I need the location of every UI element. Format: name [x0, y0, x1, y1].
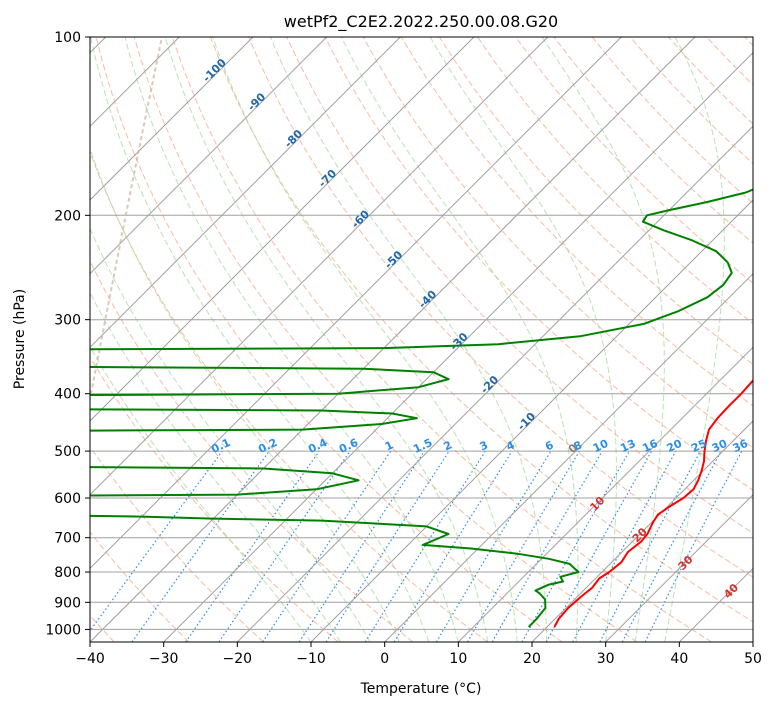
mixing-ratio-line — [185, 450, 320, 642]
dewpoint-profile — [90, 408, 418, 432]
x-tick-label: 30 — [597, 651, 615, 667]
isotherm-line — [90, 37, 549, 496]
mixing-ratio-line — [325, 450, 450, 642]
dewpoint-profile — [90, 366, 450, 397]
plot-background — [90, 37, 753, 642]
moist-adiabat — [164, 37, 489, 642]
moist-adiabat — [90, 227, 371, 642]
x-tick-label: 40 — [670, 651, 688, 667]
dry-adiabat — [400, 37, 753, 407]
dry-adiabat — [515, 37, 753, 284]
isotherm-line — [90, 37, 696, 642]
x-tick-label: 50 — [744, 651, 762, 667]
mixing-ratio-line — [393, 450, 513, 642]
moist-adiabat — [90, 147, 400, 642]
dry-adiabat — [95, 37, 563, 642]
y-tick-label: 900 — [54, 595, 81, 611]
mixing-ratio-label: 36 — [731, 437, 751, 455]
y-axis-title: Pressure (hPa) — [12, 289, 28, 389]
profile-lines — [90, 188, 753, 628]
mixing-ratio-label: 25 — [689, 437, 708, 455]
dry-adiabat — [90, 445, 264, 642]
mixing-ratio-line — [644, 450, 743, 642]
mixing-ratio-line — [298, 450, 425, 642]
moist-adiabat — [429, 37, 617, 642]
y-tick-label: 600 — [54, 491, 81, 507]
y-tick-label: 100 — [54, 30, 81, 46]
isotherm-line — [605, 493, 753, 642]
y-tick-label: 500 — [54, 444, 81, 460]
mixing-ratio-line — [521, 450, 631, 642]
dry-adiabat — [90, 356, 339, 642]
moist-adiabat — [124, 37, 459, 642]
isotherm-line — [752, 641, 753, 642]
dewpoint-profile — [90, 466, 360, 497]
dry-adiabat — [438, 37, 753, 366]
dewpoint-profile — [90, 514, 580, 628]
moist-adiabat — [212, 37, 518, 642]
temperature-profile — [553, 378, 753, 628]
y-tick-label: 1000 — [45, 622, 81, 638]
mixing-ratio-label: 20 — [665, 437, 685, 455]
x-tick-label: −40 — [75, 651, 105, 667]
y-tick-label: 800 — [54, 565, 81, 581]
mixing-ratio-label: 10 — [591, 437, 611, 455]
mixing-ratio-label: 30 — [710, 437, 730, 455]
dry-adiabat — [248, 37, 753, 578]
mixing-ratio-line — [131, 450, 270, 642]
plot-frame — [89, 36, 754, 643]
background-lines — [90, 37, 753, 642]
mixing-ratio-line — [572, 450, 677, 642]
dry-adiabat — [171, 37, 712, 642]
x-tick-label: 0 — [380, 651, 389, 667]
isotherm-line — [384, 272, 753, 642]
moist-adiabat — [90, 346, 312, 642]
axis-ticks: −40 −30 −20 −10 0 10 20 30 40 50 100 200 300 400 500 60… — [45, 30, 762, 667]
x-tick-label: −30 — [149, 651, 179, 667]
x-axis-title: Temperature (°C) — [360, 681, 482, 697]
mixing-ratio-label: 13 — [618, 437, 637, 455]
dewpoint-profile — [90, 188, 753, 351]
x-tick-label: −10 — [296, 651, 326, 667]
y-tick-label: 700 — [54, 531, 81, 547]
isotherm-line — [531, 420, 753, 642]
isotherm-line — [310, 199, 753, 642]
dry-adiabat — [90, 531, 190, 642]
dry-adiabat — [90, 150, 488, 642]
mixing-ratio-label: 16 — [640, 437, 660, 455]
reference-curve — [90, 37, 163, 405]
moist-adiabat — [340, 37, 579, 642]
isotherm-line — [163, 51, 753, 642]
dry-adiabat — [210, 37, 753, 623]
x-tick-label: −20 — [223, 651, 253, 667]
mixing-ratio-line — [218, 450, 351, 642]
isotherm-line — [90, 37, 328, 275]
mixing-ratio-line — [262, 450, 392, 642]
isotherm-line — [90, 37, 475, 422]
mixing-ratio-line — [90, 450, 223, 632]
y-tick-label: 200 — [54, 208, 81, 224]
isotherm-line — [90, 37, 622, 570]
y-tick-label: 300 — [54, 313, 81, 329]
y-tick-label: 400 — [54, 387, 81, 403]
chart-title: wetPf2_C2E2.2022.250.00.08.G20 — [284, 12, 558, 32]
moist-adiabat — [90, 37, 430, 642]
isotherm-line — [90, 37, 254, 201]
isotherm-line — [90, 37, 401, 349]
isotherm-line — [457, 346, 753, 642]
x-tick-label: 20 — [523, 651, 541, 667]
mixing-ratio-line — [545, 450, 653, 642]
x-tick-label: 10 — [449, 651, 467, 667]
